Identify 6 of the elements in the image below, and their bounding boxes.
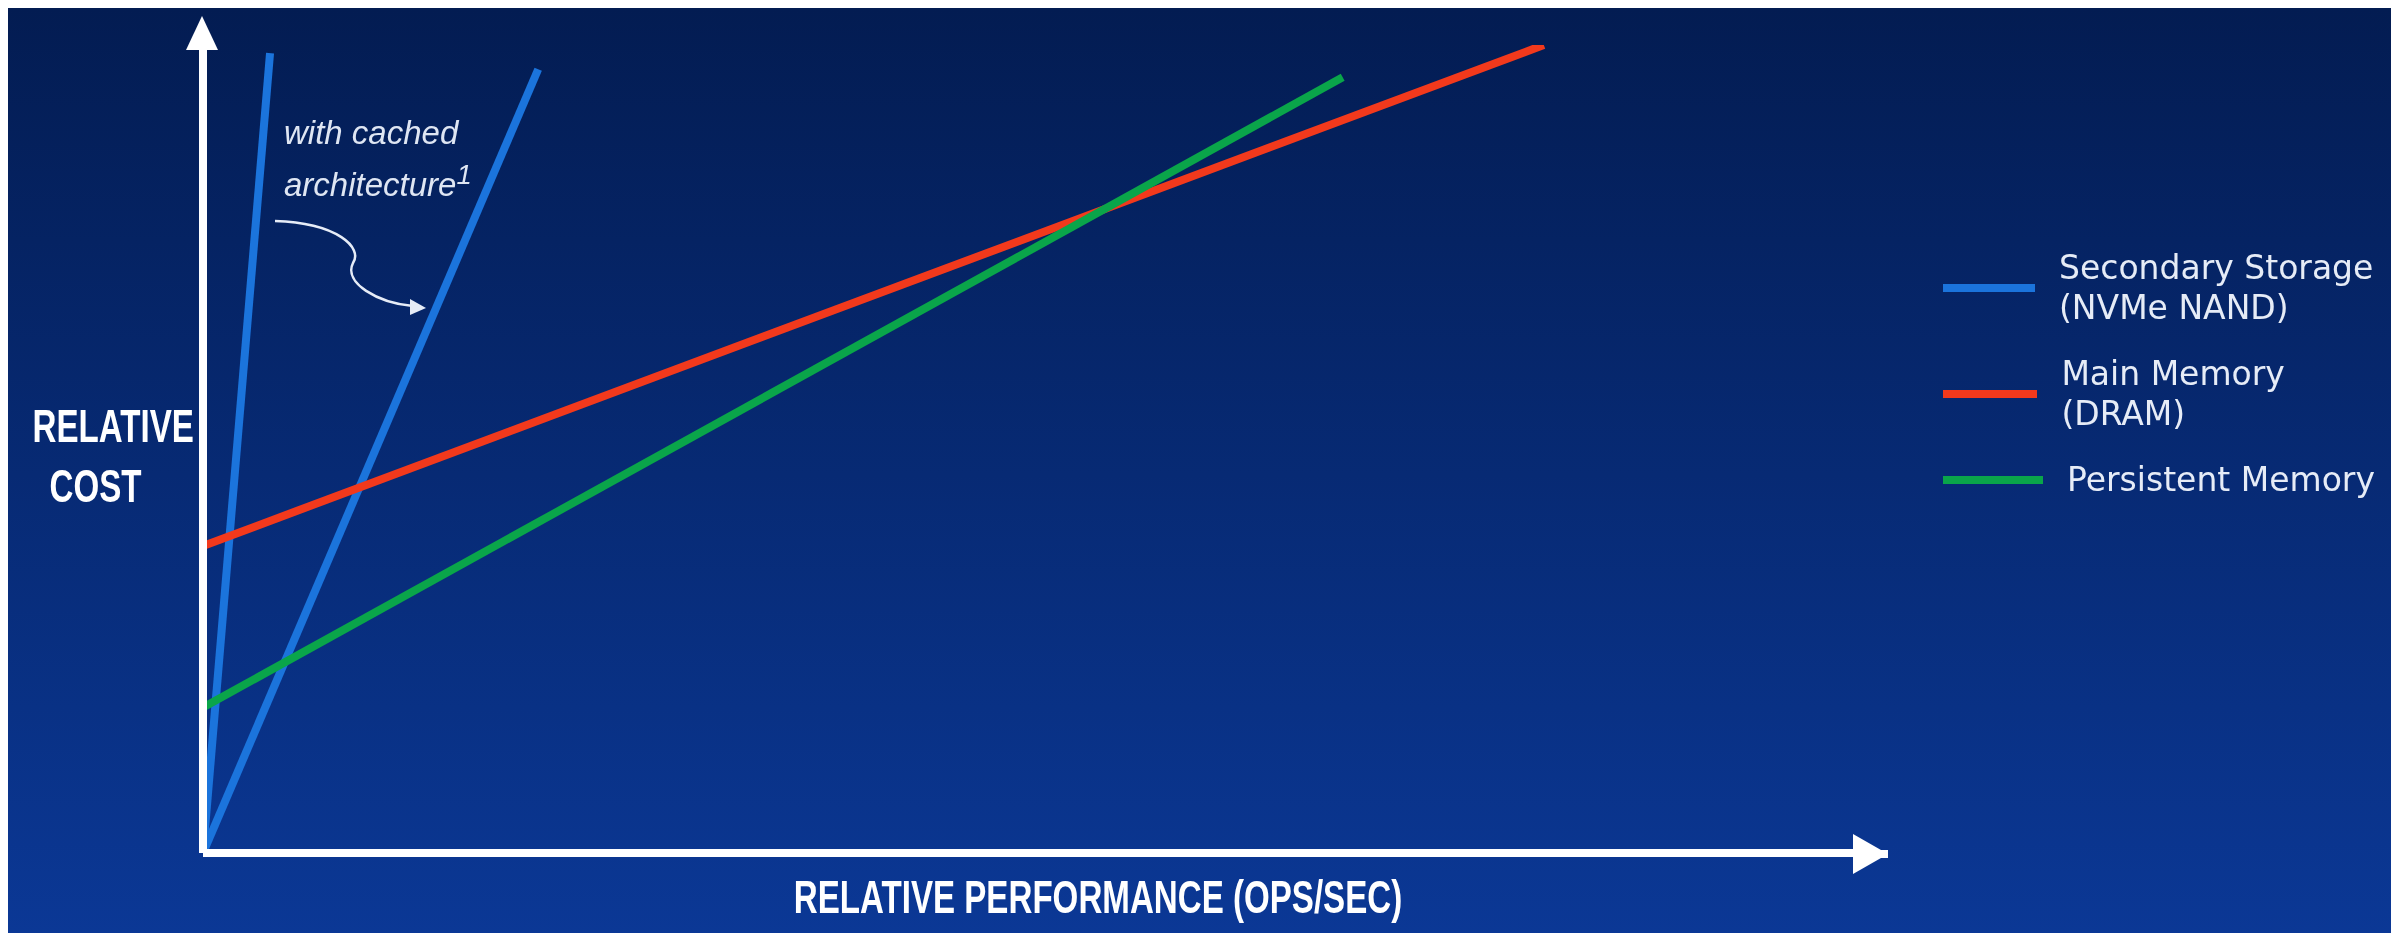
legend-label: Persistent Memory (2067, 460, 2375, 500)
legend-label: Secondary Storage (NVMe NAND) (2059, 248, 2375, 328)
annotation: with cached architecture$^{1}$ (284, 113, 473, 205)
y-axis-title: RELATIVE COST (32, 399, 194, 514)
x-axis-title: RELATIVE PERFORMANCE (OPS/SEC) (792, 870, 1404, 924)
legend-label: Main Memory (DRAM) (2061, 354, 2286, 434)
